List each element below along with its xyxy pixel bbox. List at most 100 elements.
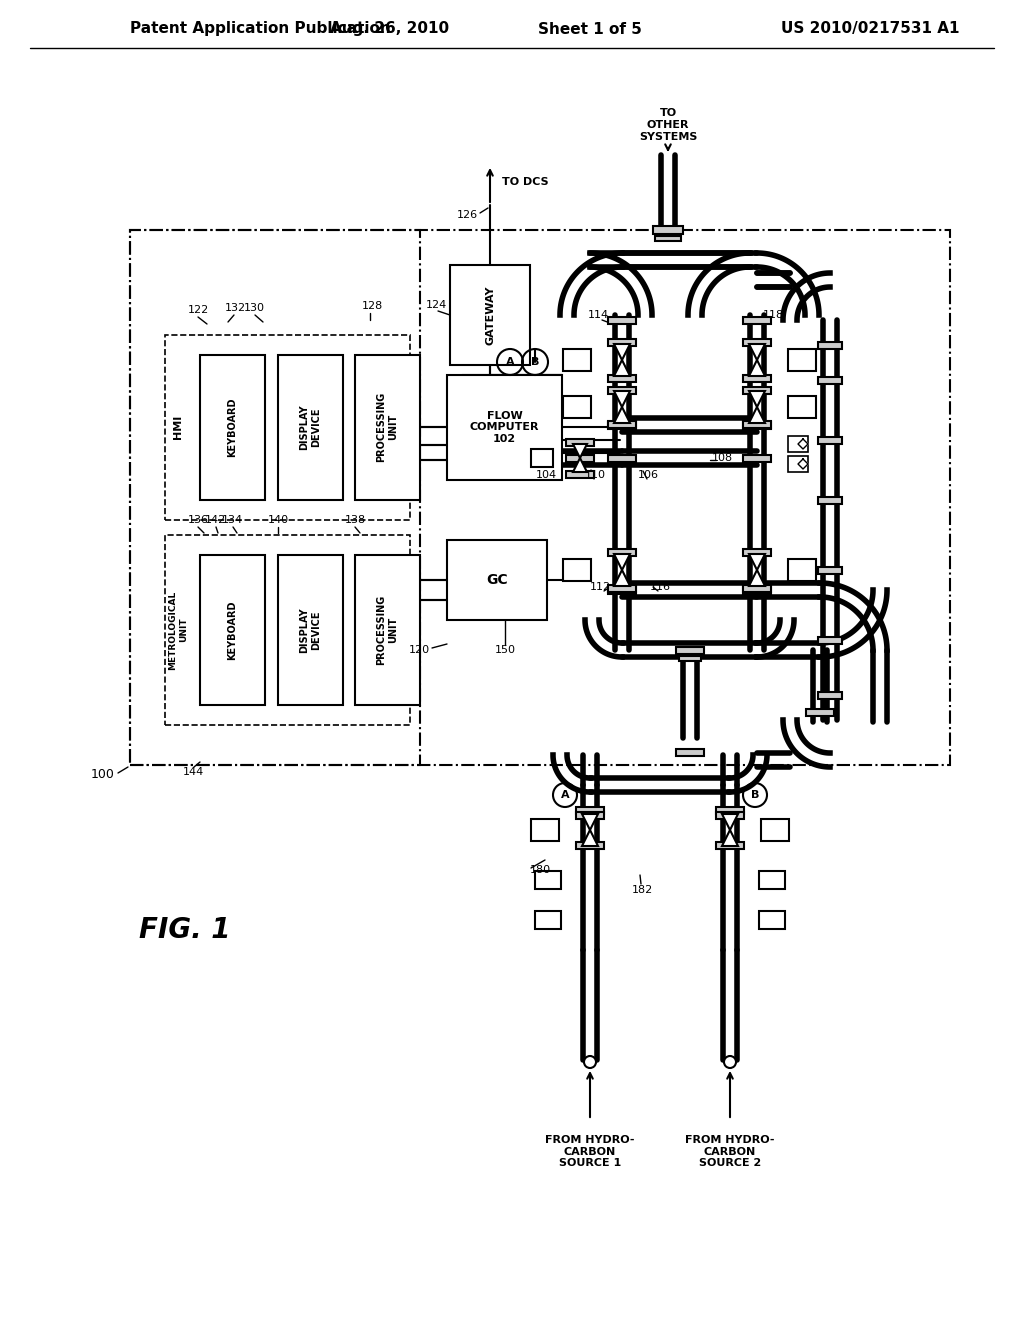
Text: DISPLAY
DEVICE: DISPLAY DEVICE [299,607,321,653]
Polygon shape [749,554,765,570]
Bar [788,348,816,371]
Text: HMI: HMI [173,414,183,440]
Bar [676,748,705,755]
Bar [655,235,681,240]
Text: 150: 150 [495,645,515,655]
Circle shape [724,1056,736,1068]
Text: A: A [506,356,514,367]
Text: 112: 112 [590,582,610,591]
Bar [608,338,636,346]
Bar [566,454,594,462]
Bar [743,585,771,591]
Bar [535,911,561,929]
Text: TO DCS: TO DCS [502,177,549,187]
Text: 144: 144 [182,767,204,777]
Bar [788,396,816,418]
Bar [566,438,594,446]
Text: US 2010/0217531 A1: US 2010/0217531 A1 [780,21,959,37]
Text: 118: 118 [763,310,783,319]
Text: GATEWAY: GATEWAY [485,285,495,345]
Bar [818,376,842,384]
Bar [575,807,604,813]
Polygon shape [798,440,808,449]
Text: 134: 134 [221,515,243,525]
Bar [130,230,420,766]
Bar [200,355,265,500]
Bar [608,586,636,594]
Bar [200,554,265,705]
Bar [743,317,771,323]
Polygon shape [614,554,630,570]
Bar [743,421,771,429]
Bar [608,421,636,428]
Bar [608,585,636,591]
Bar [676,647,705,653]
Bar [653,226,683,234]
Bar [788,558,816,581]
Bar [818,566,842,573]
Polygon shape [749,407,765,422]
Polygon shape [749,570,765,586]
Text: 130: 130 [244,304,264,313]
Polygon shape [573,444,587,458]
Bar [679,656,701,660]
Bar [563,558,591,581]
Text: 180: 180 [530,865,551,875]
Text: B: B [751,789,759,800]
Bar [165,535,410,725]
Text: DISPLAY
DEVICE: DISPLAY DEVICE [299,404,321,450]
Bar [743,338,771,346]
Text: 126: 126 [457,210,478,220]
Bar [743,375,771,381]
Text: 114: 114 [588,310,608,319]
Bar [450,265,530,366]
Text: GC: GC [486,573,508,587]
Bar [130,230,950,766]
Polygon shape [749,391,765,407]
Text: 182: 182 [632,884,652,895]
Text: 142: 142 [205,515,225,525]
Bar [818,636,842,644]
Text: 138: 138 [344,515,366,525]
Polygon shape [582,830,598,846]
Bar [531,818,559,841]
Bar [743,421,771,428]
Bar [535,871,561,888]
Text: Patent Application Publication: Patent Application Publication [130,21,391,37]
Bar [531,449,553,467]
Text: 106: 106 [638,470,658,480]
Bar [743,387,771,393]
Bar [788,455,808,473]
Polygon shape [614,570,630,586]
Text: FLOW
COMPUTER
102: FLOW COMPUTER 102 [470,411,540,444]
Bar [716,807,744,813]
Bar [575,842,604,849]
Text: METROLOGICAL
UNIT: METROLOGICAL UNIT [168,590,187,669]
Text: 100: 100 [91,768,115,781]
Bar [716,812,744,818]
Text: Aug. 26, 2010: Aug. 26, 2010 [331,21,450,37]
Polygon shape [614,391,630,407]
Text: 110: 110 [585,470,605,480]
Text: KEYBOARD: KEYBOARD [227,601,237,660]
Bar [608,549,636,556]
Text: 104: 104 [536,470,557,480]
Bar [806,709,834,715]
Bar [563,348,591,371]
Text: 122: 122 [187,305,209,315]
Text: 124: 124 [425,300,446,310]
Bar [818,496,842,503]
Bar [716,842,744,849]
Bar [355,355,420,500]
Bar [788,436,808,451]
Bar [278,554,343,705]
Circle shape [584,1056,596,1068]
Text: PROCESSING
UNIT: PROCESSING UNIT [376,595,397,665]
Bar [759,911,785,929]
Polygon shape [722,814,738,830]
Text: 132: 132 [224,304,246,313]
Text: FIG. 1: FIG. 1 [139,916,230,944]
Bar [278,355,343,500]
Text: A: A [561,789,569,800]
Polygon shape [798,459,808,469]
